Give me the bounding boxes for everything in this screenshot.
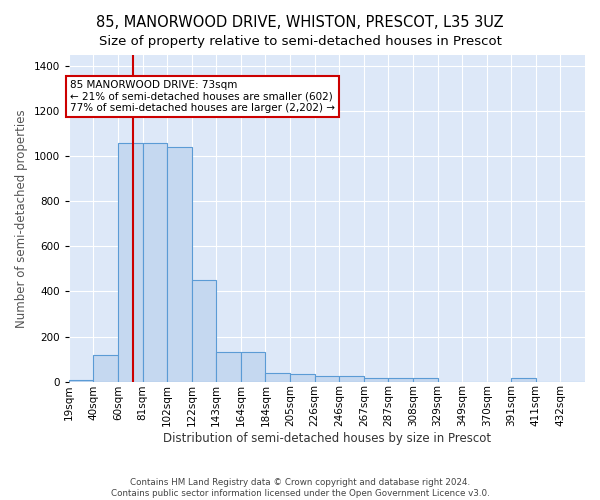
Bar <box>241 352 265 382</box>
Text: 85, MANORWOOD DRIVE, WHISTON, PRESCOT, L35 3UZ: 85, MANORWOOD DRIVE, WHISTON, PRESCOT, L… <box>96 15 504 30</box>
Bar <box>314 376 339 382</box>
Bar <box>511 378 536 382</box>
Bar <box>290 374 314 382</box>
Bar <box>388 378 413 382</box>
Bar <box>118 143 143 382</box>
Bar <box>167 148 192 382</box>
Bar <box>413 378 437 382</box>
Bar <box>364 378 388 382</box>
Bar <box>143 143 167 382</box>
Bar <box>192 280 217 382</box>
Bar <box>69 380 94 382</box>
Bar <box>94 354 118 382</box>
X-axis label: Distribution of semi-detached houses by size in Prescot: Distribution of semi-detached houses by … <box>163 432 491 445</box>
Y-axis label: Number of semi-detached properties: Number of semi-detached properties <box>15 109 28 328</box>
Bar <box>217 352 241 382</box>
Bar <box>265 372 290 382</box>
Text: Size of property relative to semi-detached houses in Prescot: Size of property relative to semi-detach… <box>98 35 502 48</box>
Text: 85 MANORWOOD DRIVE: 73sqm
← 21% of semi-detached houses are smaller (602)
77% of: 85 MANORWOOD DRIVE: 73sqm ← 21% of semi-… <box>70 80 335 113</box>
Bar <box>339 376 364 382</box>
Text: Contains HM Land Registry data © Crown copyright and database right 2024.
Contai: Contains HM Land Registry data © Crown c… <box>110 478 490 498</box>
